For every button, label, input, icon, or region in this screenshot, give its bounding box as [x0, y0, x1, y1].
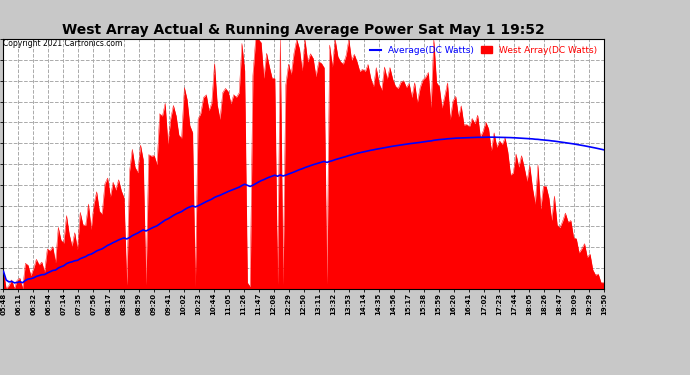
Legend: Average(DC Watts), West Array(DC Watts): Average(DC Watts), West Array(DC Watts) [368, 44, 599, 57]
Title: West Array Actual & Running Average Power Sat May 1 19:52: West Array Actual & Running Average Powe… [62, 23, 545, 37]
Text: Copyright 2021 Cartronics.com: Copyright 2021 Cartronics.com [3, 39, 123, 48]
